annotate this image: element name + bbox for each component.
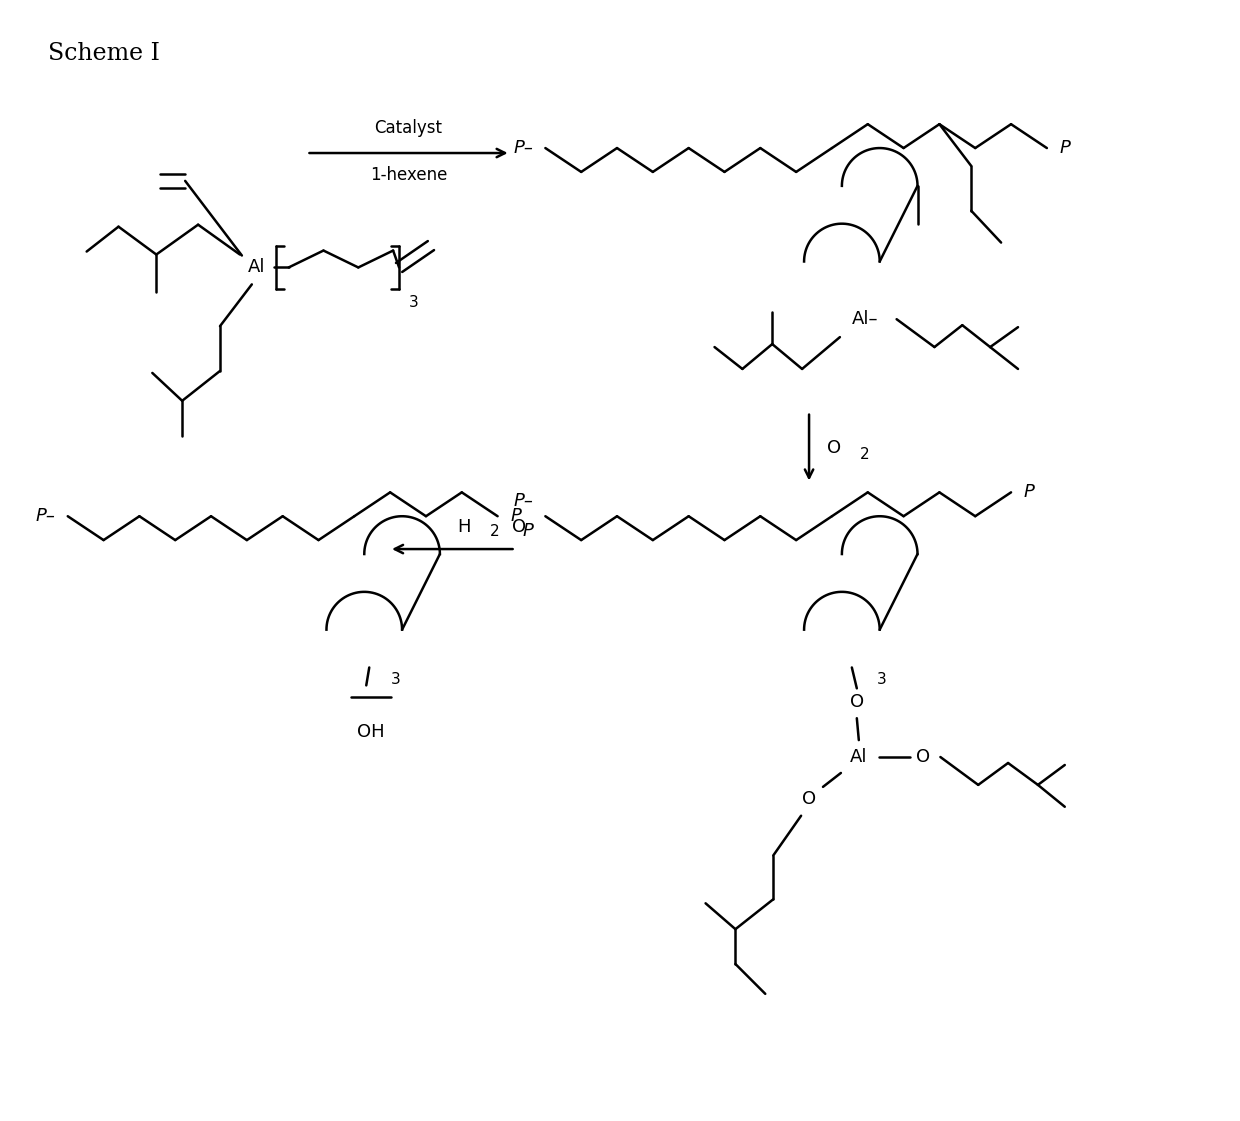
Text: O: O: [849, 693, 864, 712]
Text: Al–: Al–: [852, 311, 878, 328]
Text: Scheme I: Scheme I: [48, 41, 160, 65]
Text: Al: Al: [248, 259, 265, 277]
Text: 3: 3: [877, 673, 887, 687]
Text: P–: P–: [513, 492, 533, 510]
Text: OH: OH: [357, 723, 386, 741]
Text: Catalyst: Catalyst: [374, 119, 443, 137]
Text: 2: 2: [859, 447, 869, 462]
Text: P: P: [1024, 483, 1035, 501]
Text: 3: 3: [391, 673, 401, 687]
Text: P–: P–: [36, 507, 56, 526]
Text: H: H: [458, 518, 471, 536]
Text: P: P: [511, 507, 522, 526]
Text: O: O: [512, 518, 526, 536]
Text: P: P: [522, 522, 533, 540]
Text: P–: P–: [513, 139, 533, 157]
Text: 2: 2: [490, 525, 500, 539]
Text: O: O: [827, 438, 841, 456]
Text: Al: Al: [851, 748, 868, 766]
Text: 1-hexene: 1-hexene: [370, 166, 448, 184]
Text: O: O: [916, 748, 930, 766]
Text: P: P: [1060, 139, 1070, 157]
Text: O: O: [802, 790, 816, 808]
Text: 3: 3: [409, 295, 419, 311]
